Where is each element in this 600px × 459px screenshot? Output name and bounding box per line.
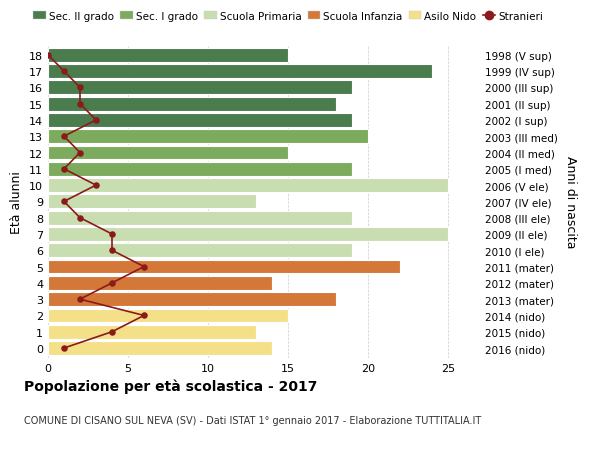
Y-axis label: Età alunni: Età alunni: [10, 171, 23, 233]
Bar: [48, 195, 256, 209]
Point: [91, 117, 101, 124]
Point: [75, 214, 85, 222]
Bar: [48, 162, 352, 176]
Bar: [48, 244, 352, 257]
Point: [107, 231, 117, 238]
Bar: [48, 228, 448, 241]
Bar: [48, 97, 336, 112]
Point: [139, 263, 149, 271]
Point: [59, 133, 69, 140]
Bar: [48, 81, 352, 95]
Bar: [48, 179, 448, 193]
Bar: [48, 211, 352, 225]
Point: [91, 182, 101, 190]
Point: [75, 101, 85, 108]
Point: [59, 68, 69, 76]
Point: [75, 296, 85, 303]
Bar: [48, 146, 288, 160]
Bar: [48, 130, 368, 144]
Bar: [48, 341, 272, 355]
Point: [75, 84, 85, 92]
Bar: [48, 49, 288, 62]
Point: [107, 280, 117, 287]
Bar: [48, 114, 352, 128]
Point: [59, 345, 69, 352]
Bar: [48, 292, 336, 307]
Point: [139, 312, 149, 319]
Point: [43, 52, 53, 59]
Text: COMUNE DI CISANO SUL NEVA (SV) - Dati ISTAT 1° gennaio 2017 - Elaborazione TUTTI: COMUNE DI CISANO SUL NEVA (SV) - Dati IS…: [24, 415, 481, 425]
Point: [59, 198, 69, 206]
Bar: [48, 325, 256, 339]
Text: Popolazione per età scolastica - 2017: Popolazione per età scolastica - 2017: [24, 379, 317, 393]
Point: [107, 328, 117, 336]
Point: [75, 150, 85, 157]
Y-axis label: Anni di nascita: Anni di nascita: [564, 156, 577, 248]
Bar: [48, 309, 288, 323]
Bar: [48, 65, 432, 79]
Point: [59, 166, 69, 173]
Bar: [48, 260, 400, 274]
Bar: [48, 276, 272, 290]
Point: [107, 247, 117, 254]
Legend: Sec. II grado, Sec. I grado, Scuola Primaria, Scuola Infanzia, Asilo Nido, Stran: Sec. II grado, Sec. I grado, Scuola Prim…: [29, 7, 547, 26]
